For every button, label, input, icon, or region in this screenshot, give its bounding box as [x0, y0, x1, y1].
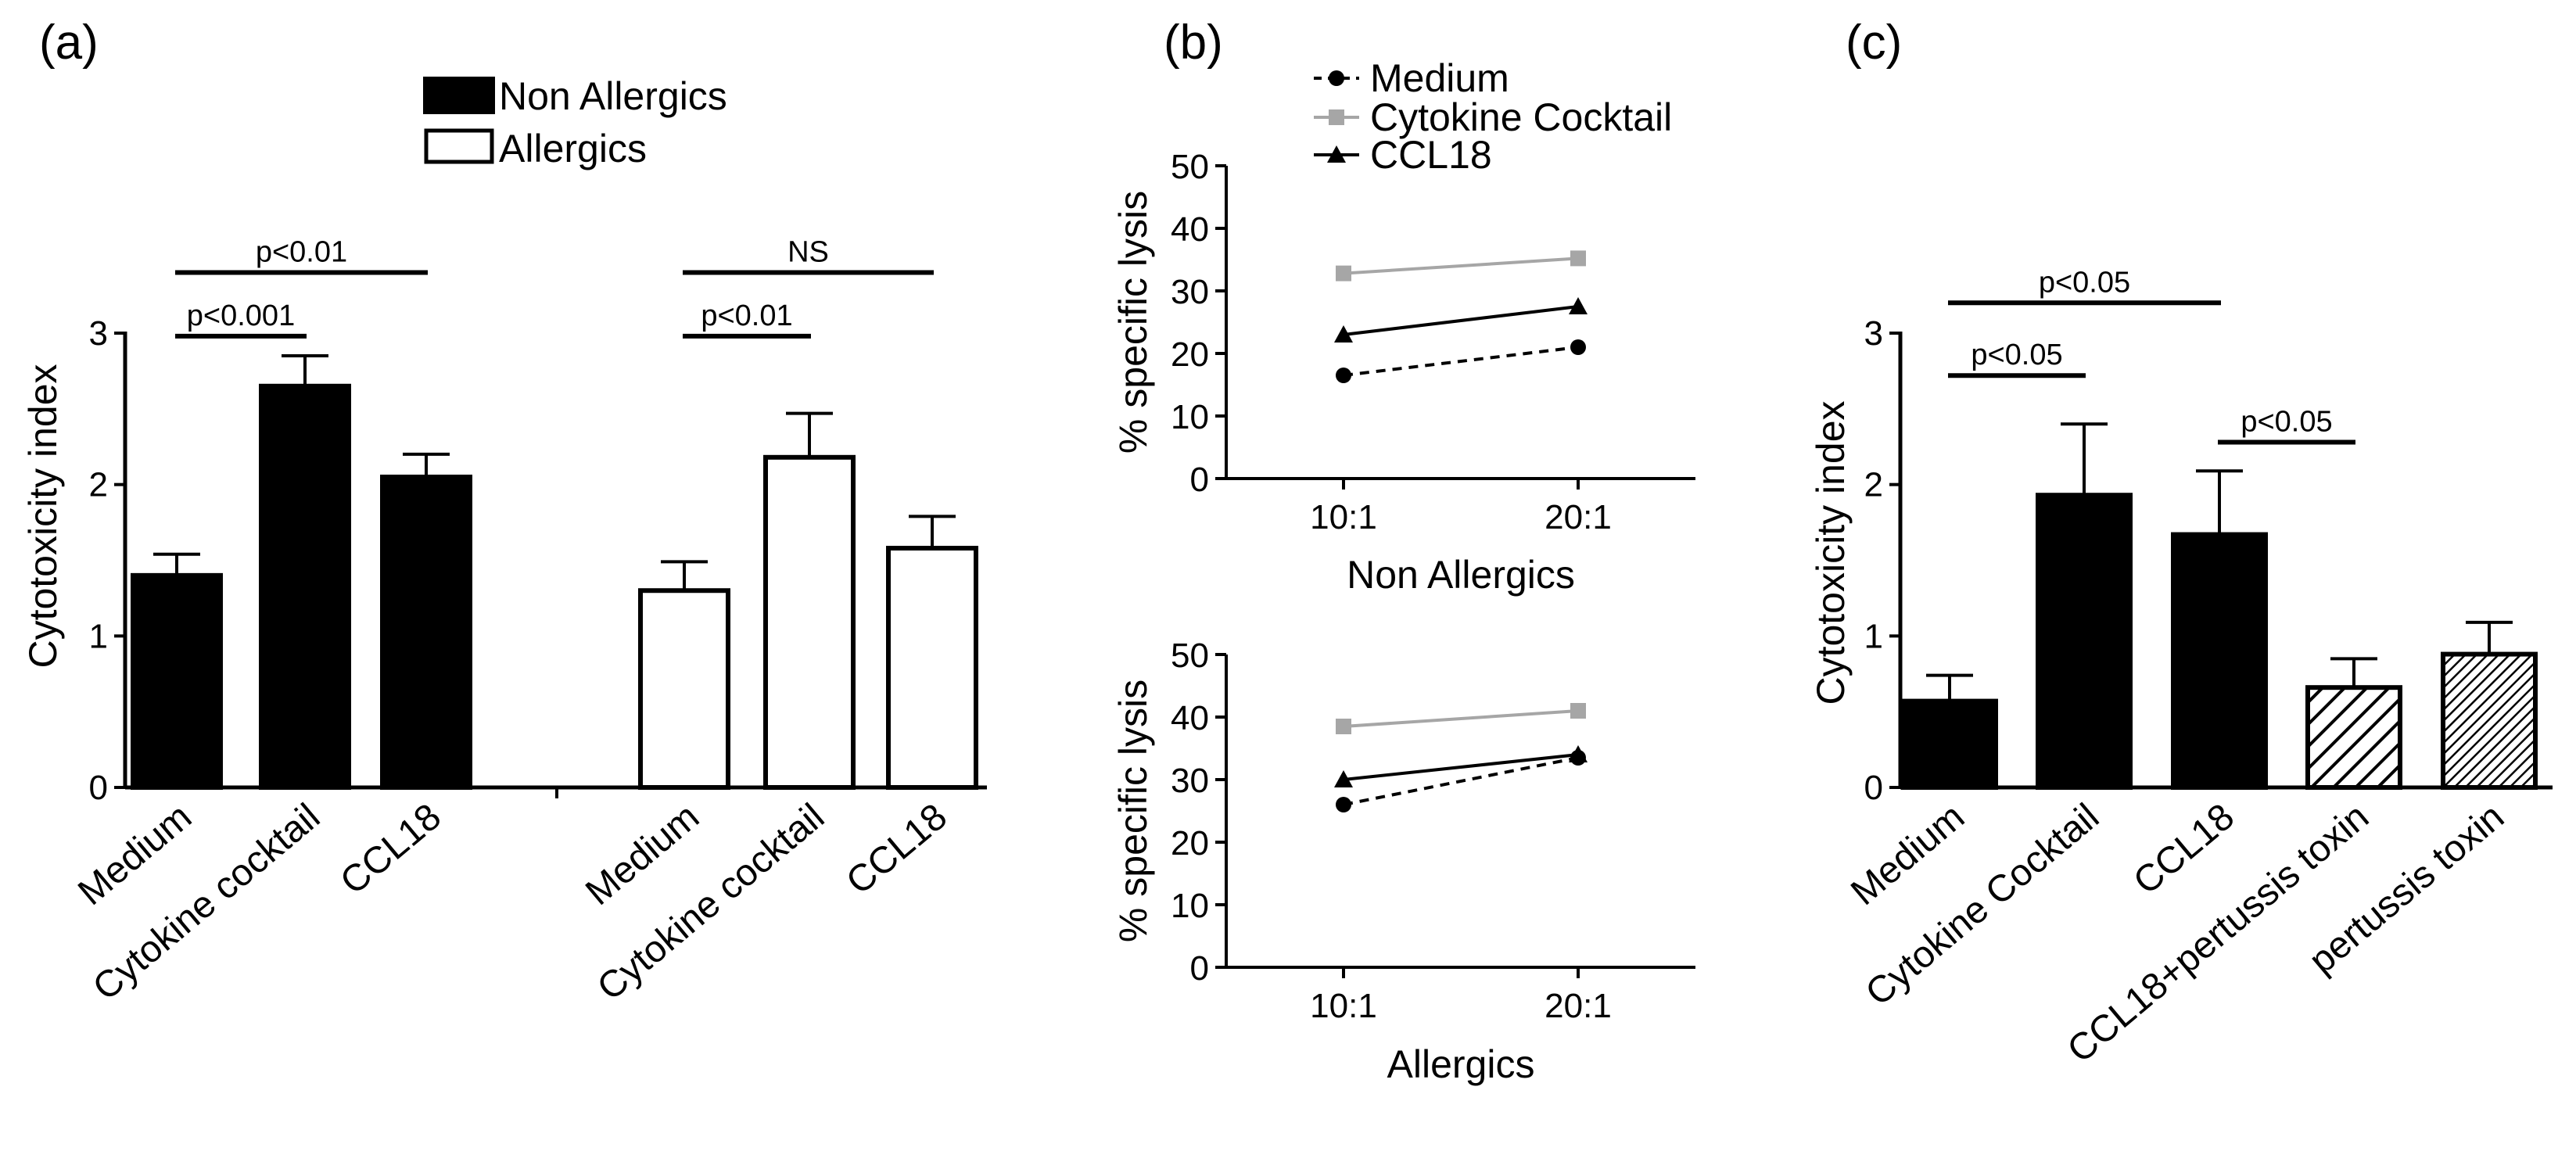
panel-a-y-axis-title: Cytotoxicity index [21, 364, 65, 668]
bar-c-pertussis-toxin [2441, 651, 2538, 790]
panel-c-y-tick-label-3: 3 [1864, 314, 1883, 353]
panel-b-bottom-y-tick-label-0: 0 [1190, 949, 1209, 988]
legend-swatch-allergics [424, 128, 494, 164]
panel-a-significance-1-label: p<0.001 [187, 299, 295, 332]
panel-c-y-tick-label-0: 0 [1864, 769, 1883, 807]
panel-b-bottom-x-tick-label-20-1: 20:1 [1545, 987, 1612, 1025]
x-label-a-non-allergics-cytokine-cocktail: Cytokine cocktail [85, 796, 328, 1009]
panel-b-top-plot: 0 10 20 30 40 50 10:1 20:1 Non Allergics % specif… [1111, 148, 1695, 597]
panel-c: (c) Cytotoxicity index 0 1 2 3 MediumCytokin… [1809, 16, 2553, 1071]
panel-a-significance-2-label: NS [788, 236, 829, 269]
bar-c-cytokine-cocktail [2036, 493, 2133, 790]
panel-b-top-y-tick-label-50: 50 [1171, 148, 1209, 186]
panel-b-top-x-tick-label-10-1: 10:1 [1310, 498, 1377, 536]
bar-a-allergics-medium [638, 588, 730, 790]
panel-a-y-tick-label-1: 1 [89, 617, 108, 655]
panel-a-y-tick-label-0: 0 [89, 769, 108, 807]
panel-b-bottom-series-ccl18-line [1343, 753, 1579, 781]
panel-c-significance-0-label: p<0.05 [2039, 266, 2130, 299]
panel-b-bottom-series-medium-line [1343, 756, 1579, 806]
panel-a-y-tick-label-2: 2 [89, 466, 108, 504]
panel-b-top-y-tick-label-40: 40 [1171, 210, 1209, 249]
panel-label-a: (a) [39, 16, 99, 70]
panel-c-significance-1-label: p<0.05 [1971, 339, 2062, 371]
panel-b-top-y-axis-title: % specific lysis [1111, 191, 1155, 454]
panel-b-bottom-series-medium-point-10-1 [1336, 797, 1351, 812]
x-label-c-cytokine-cocktail: Cytokine Cocktail [1858, 796, 2107, 1014]
legend-label-medium: Medium [1370, 56, 1509, 100]
bar-a-non-allergics-cytokine-cocktail [259, 383, 351, 790]
panel-b-top-y-tick-label-10: 10 [1171, 398, 1209, 436]
panel-b-top-series-cytokine-cocktail-point-10-1 [1336, 265, 1351, 282]
legend-marker-ccl18 [1327, 145, 1346, 163]
panel-label-c: (c) [1846, 16, 1902, 70]
legend-label-ccl18: CCL18 [1370, 133, 1492, 177]
panel-b-bottom-series-cytokine-cocktail-point-20-1 [1570, 703, 1586, 719]
panel-label-b: (b) [1164, 16, 1223, 70]
panel-a: (a) Cytotoxicity index Non Allergics All… [21, 16, 987, 1009]
x-label-a-non-allergics-ccl18: CCL18 [333, 796, 450, 903]
panel-b-bottom-series-ccl18-point-20-1 [1569, 745, 1588, 762]
panel-a-legend: Non Allergics Allergics [423, 74, 727, 170]
panel-b-top-x-axis-title: Non Allergics [1347, 553, 1575, 597]
panel-b-top-series-medium-point-10-1 [1336, 368, 1351, 383]
bar-a-allergics-ccl18 [886, 546, 978, 790]
panel-b-top-series-cytokine-cocktail-line [1343, 256, 1579, 275]
bar-a-allergics-cytokine-cocktail [763, 454, 856, 790]
panel-b-bottom-y-tick-label-20: 20 [1171, 824, 1209, 863]
panel-b-bottom-y-tick-label-30: 30 [1171, 762, 1209, 800]
panel-b-bottom-y-tick-label-50: 50 [1171, 637, 1209, 675]
legend-marker-medium [1329, 70, 1344, 86]
legend-marker-cytokine-cocktail [1329, 109, 1344, 125]
panel-b-top-series-ccl18-point-10-1 [1334, 325, 1353, 343]
panel-c-y-axis-title: Cytotoxicity index [1809, 400, 1853, 705]
panel-b-bottom-y-tick-label-40: 40 [1171, 699, 1209, 737]
x-label-c-medium: Medium [1843, 796, 1972, 913]
panel-c-y-tick-label-1: 1 [1864, 617, 1883, 655]
bar-a-non-allergics-medium [131, 572, 223, 790]
panel-b-bottom-series-cytokine-cocktail-line [1343, 709, 1579, 728]
panel-b-top-y-tick-label-30: 30 [1171, 273, 1209, 311]
panel-b-bottom-x-tick-label-10-1: 10:1 [1310, 987, 1377, 1025]
panel-b-top-series-ccl18-point-20-1 [1569, 297, 1588, 314]
panel-b-top-y-tick-label-20: 20 [1171, 335, 1209, 374]
bar-a-non-allergics-ccl18 [380, 474, 472, 790]
panel-b-top-x-tick-label-20-1: 20:1 [1545, 498, 1612, 536]
panel-b-top-series-medium-line [1343, 346, 1579, 377]
x-label-a-non-allergics-medium: Medium [70, 796, 199, 913]
panel-b-bottom-x-axis-title: Allergics [1387, 1042, 1535, 1086]
x-label-c-ccl18: CCL18 [2126, 796, 2243, 903]
panel-b-bottom-y-axis-title: % specific lysis [1111, 680, 1155, 942]
panel-b-top-series-medium-point-20-1 [1570, 339, 1586, 355]
panel-c-significance-2-label: p<0.05 [2241, 405, 2332, 438]
panel-b-top-series-cytokine-cocktail-point-20-1 [1570, 250, 1586, 267]
panel-b: (b) Medium Cytokine Cocktail CCL18 0 10 20… [1111, 16, 1695, 1086]
panel-a-significance-0-label: p<0.01 [256, 236, 347, 269]
panel-c-y-tick-label-2: 2 [1864, 466, 1883, 504]
x-label-a-allergics-ccl18: CCL18 [839, 796, 956, 903]
panel-b-bottom-series-cytokine-cocktail-point-10-1 [1336, 719, 1351, 734]
panel-a-significance-3-label: p<0.01 [701, 299, 792, 332]
panel-b-bottom-series-ccl18-point-10-1 [1334, 770, 1353, 787]
bar-c-medium [1901, 698, 1998, 790]
panel-b-top-y-tick-label-0: 0 [1190, 461, 1209, 499]
x-label-a-allergics-cytokine-cocktail: Cytokine cocktail [590, 796, 832, 1009]
legend-label-non-allergics: Non Allergics [499, 74, 727, 118]
bar-c-ccl18-pertussis-toxin [2305, 685, 2402, 790]
panel-b-top-series-ccl18-line [1343, 305, 1579, 336]
legend-label-allergics: Allergics [499, 127, 647, 170]
panel-b-bottom-plot: 0 10 20 30 40 50 10:1 20:1 Allergics % specific l… [1111, 637, 1695, 1086]
panel-a-y-tick-label-3: 3 [89, 314, 108, 353]
legend-swatch-non-allergics [423, 77, 495, 114]
legend-label-cytokine-cocktail: Cytokine Cocktail [1370, 95, 1672, 139]
bar-c-ccl18 [2171, 532, 2268, 790]
panel-b-legend: Medium Cytokine Cocktail CCL18 [1314, 56, 1672, 177]
panel-b-bottom-y-tick-label-10: 10 [1171, 887, 1209, 925]
